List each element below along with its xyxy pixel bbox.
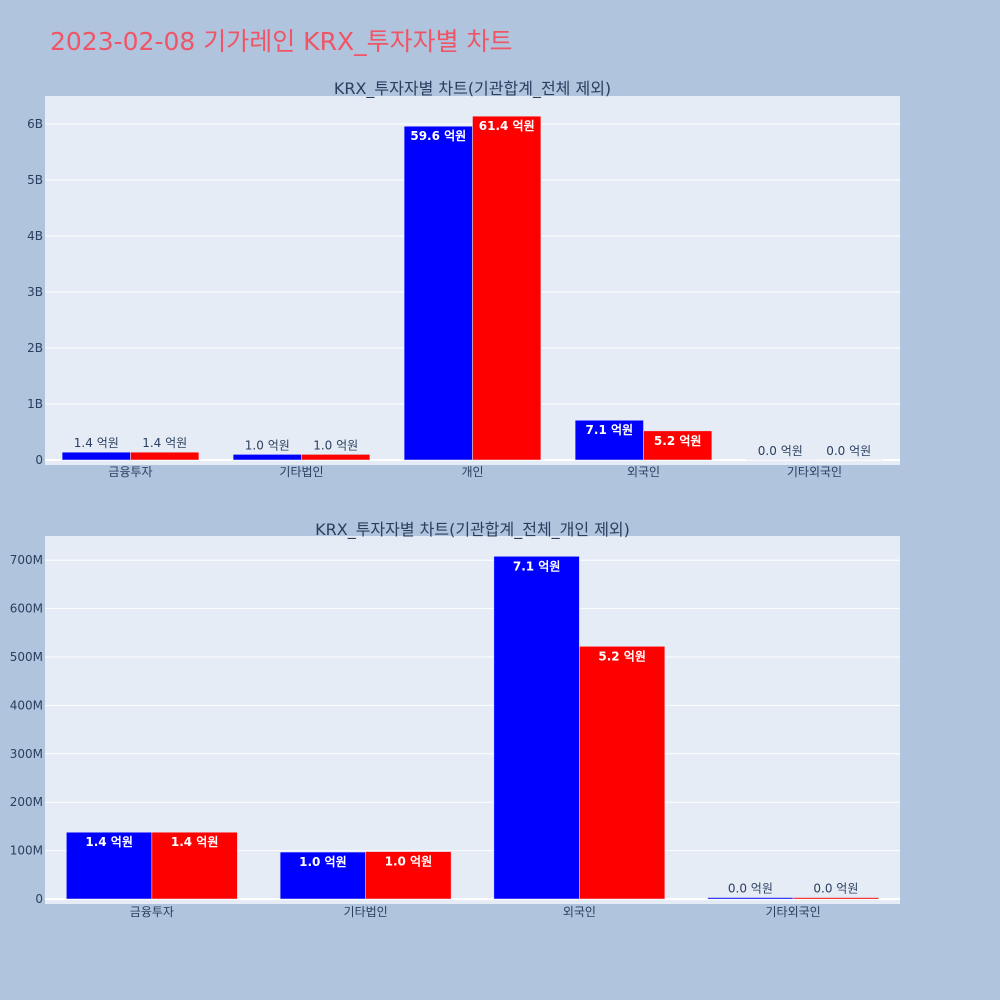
data-label: 0.0 억원: [758, 444, 803, 458]
y-tick-label: 500M: [10, 650, 43, 664]
x-tick-label: 기타외국인: [766, 905, 821, 919]
y-tick-label: 400M: [10, 698, 43, 712]
chart-top: 0 1B 2B 3B 4B 5B 6B KRX_투자자별 차트(기관합계_전체 제외) 1.4 …: [27, 79, 900, 479]
data-label: 1.4 억원: [171, 835, 219, 849]
bar: [493, 556, 580, 900]
data-label: 1.4 억원: [142, 436, 187, 450]
data-label: 5.2 억원: [654, 434, 702, 448]
bar: [574, 419, 644, 461]
data-label: 7.1 억원: [586, 423, 634, 437]
bar: [643, 430, 713, 461]
y-tick-label: 2B: [27, 341, 43, 355]
bar: [151, 831, 238, 900]
x-tick-label: 외국인: [627, 465, 660, 479]
data-label: 1.0 억원: [299, 855, 347, 869]
data-label: 0.0 억원: [826, 444, 871, 458]
x-tick-label: 기타법인: [279, 465, 323, 479]
y-tick-label: 6B: [27, 117, 43, 131]
y-tick-label: 200M: [10, 795, 43, 809]
x-tick-label: 기타외국인: [787, 465, 842, 479]
bar: [301, 454, 371, 461]
bar: [472, 115, 542, 461]
x-tick-label: 외국인: [563, 905, 596, 919]
bar: [130, 451, 200, 461]
y-tick-label: 0: [35, 892, 43, 906]
bar: [707, 897, 794, 900]
data-label: 0.0 억원: [728, 882, 773, 896]
bar: [403, 125, 473, 461]
data-label: 1.4 억원: [85, 835, 133, 849]
data-label: 7.1 억원: [513, 559, 561, 573]
y-tick-label: 600M: [10, 602, 43, 616]
data-label: 1.0 억원: [313, 438, 358, 452]
data-label: 1.0 억원: [385, 855, 433, 869]
y-tick-label: 100M: [10, 844, 43, 858]
data-label: 1.4 억원: [74, 436, 119, 450]
bar: [579, 646, 666, 900]
page-title: 2023-02-08 기가레인 KRX_투자자별 차트: [50, 27, 513, 56]
chart-subtitle: KRX_투자자별 차트(기관합계_전체 제외): [334, 79, 611, 99]
y-tick-label: 0: [35, 453, 43, 467]
bar: [792, 897, 879, 900]
y-tick-label: 700M: [10, 553, 43, 567]
chart-subtitle: KRX_투자자별 차트(기관합계_전체_개인 제외): [315, 520, 630, 540]
x-tick-label: 개인: [461, 465, 483, 479]
bar: [365, 851, 452, 900]
data-label: 59.6 억원: [410, 129, 466, 143]
bar: [66, 831, 153, 900]
y-tick-label: 5B: [27, 173, 43, 187]
x-tick-label: 기타법인: [344, 905, 388, 919]
y-tick-label: 1B: [27, 397, 43, 411]
y-tick-label: 3B: [27, 285, 43, 299]
y-tick-label: 300M: [10, 747, 43, 761]
y-tick-label: 4B: [27, 229, 43, 243]
x-tick-label: 금융투자: [130, 905, 174, 919]
x-tick-label: 금융투자: [108, 465, 152, 479]
data-label: 0.0 억원: [813, 882, 858, 896]
data-label: 61.4 억원: [479, 119, 535, 133]
data-label: 1.0 억원: [245, 438, 290, 452]
data-label: 5.2 억원: [598, 649, 646, 663]
